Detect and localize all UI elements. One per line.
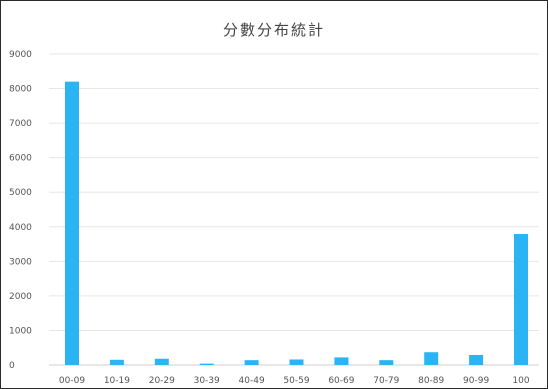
y-tick-label: 6000	[9, 154, 32, 164]
y-tick-label: 5000	[9, 188, 32, 198]
bar-90-99	[469, 354, 484, 365]
x-tick-label: 40-49	[239, 376, 265, 386]
bar-50-59	[289, 359, 304, 365]
y-tick-label: 8000	[9, 85, 32, 95]
chart-title: 分數分布統計	[223, 21, 325, 39]
bars	[65, 81, 528, 366]
bar-100	[514, 234, 528, 365]
bar-60-69	[334, 357, 349, 365]
x-tick-label: 80-89	[418, 376, 444, 386]
y-tick-label: 7000	[9, 119, 32, 129]
x-tick-label: 60-69	[328, 376, 354, 386]
x-tick-label: 70-79	[373, 376, 399, 386]
x-tick-label: 00-09	[59, 376, 85, 386]
y-tick-label: 2000	[9, 292, 32, 302]
bar-00-09	[65, 81, 79, 366]
y-tick-label: 3000	[9, 257, 32, 267]
x-tick-label: 100	[512, 376, 529, 386]
x-tick-label: 30-39	[194, 376, 220, 386]
gridlines	[49, 53, 539, 366]
bar-20-29	[154, 358, 169, 365]
x-tick-label: 10-19	[104, 376, 130, 386]
y-tick-label: 9000	[9, 50, 32, 60]
y-axis-ticks: 0 1000 2000 3000 4000 5000 6000 7000 8000 9000	[9, 50, 32, 371]
bar-70-79	[379, 360, 394, 365]
x-axis-ticks: 00-09 10-19 20-29 30-39 40-49 50-59 60-69 70-79…	[59, 376, 530, 386]
x-tick-label: 50-59	[283, 376, 309, 386]
x-tick-label: 90-99	[463, 376, 489, 386]
bar-80-89	[424, 352, 439, 365]
x-tick-label: 20-29	[149, 376, 175, 386]
y-tick-label: 0	[9, 361, 15, 371]
bar-40-49	[244, 360, 259, 365]
y-tick-label: 4000	[9, 223, 32, 233]
bar-10-19	[109, 359, 124, 365]
bar-30-39	[199, 363, 214, 365]
y-tick-label: 1000	[9, 326, 32, 336]
